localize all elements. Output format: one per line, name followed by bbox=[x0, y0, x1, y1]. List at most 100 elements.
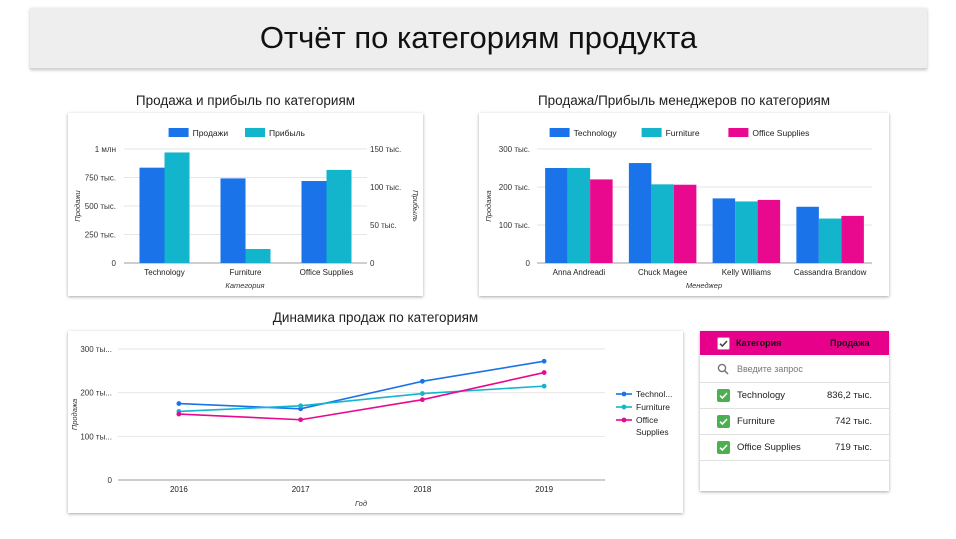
legend-swatch bbox=[549, 128, 570, 137]
select-all-checkbox[interactable] bbox=[717, 336, 730, 350]
data-point bbox=[419, 378, 425, 384]
check-icon bbox=[719, 392, 728, 400]
row-sales: 836,2 тыс. bbox=[827, 390, 872, 401]
data-point bbox=[541, 370, 547, 375]
legend-swatch bbox=[245, 128, 265, 137]
y2-axis-title: Прибыль bbox=[411, 190, 420, 222]
bar bbox=[326, 169, 352, 263]
table-header-category[interactable]: Категория bbox=[736, 338, 782, 348]
legend-label: Furniture bbox=[636, 402, 670, 412]
bar bbox=[818, 218, 842, 263]
bar bbox=[245, 248, 271, 263]
chart3-card: 0 100 ты... 200 ты... 300 ты... 2016 2017 2018… bbox=[68, 331, 683, 513]
data-point bbox=[176, 401, 182, 406]
y-tick-label: 0 bbox=[112, 259, 117, 268]
y-tick-label: 0 bbox=[108, 476, 113, 485]
x-tick-label: Kelly Williams bbox=[722, 268, 771, 277]
check-icon bbox=[719, 418, 728, 426]
legend-label: Продажи bbox=[193, 128, 229, 138]
row-checkbox[interactable] bbox=[717, 415, 730, 428]
y-tick-label: 300 тыс. bbox=[499, 145, 530, 154]
legend-label: Прибыль bbox=[269, 128, 306, 138]
x-axis-title: Менеджер bbox=[686, 281, 722, 290]
y-tick-label: 200 ты... bbox=[80, 389, 112, 398]
legend-label: Supplies bbox=[636, 427, 669, 437]
check-icon bbox=[719, 339, 728, 347]
legend-marker bbox=[621, 417, 627, 423]
x-tick-label: 2016 bbox=[170, 485, 188, 494]
bar bbox=[796, 206, 819, 263]
report-title: Отчёт по категориям продукта bbox=[259, 20, 698, 55]
search-icon bbox=[717, 363, 729, 375]
bar bbox=[651, 184, 674, 263]
chart2-svg: Technology Furniture Office Supplies 0 100 т… bbox=[484, 128, 872, 290]
row-sales: 719 тыс. bbox=[834, 442, 872, 453]
x-tick-label: 2017 bbox=[292, 485, 310, 494]
legend-label: Office bbox=[636, 415, 658, 425]
data-point bbox=[298, 403, 304, 409]
legend-swatch bbox=[168, 128, 189, 137]
series-line bbox=[178, 360, 545, 410]
bar bbox=[545, 168, 568, 263]
data-point bbox=[419, 397, 425, 403]
y-tick-label: 500 тыс. bbox=[85, 202, 116, 211]
x-tick-label: Furniture bbox=[229, 268, 262, 277]
y-tick-label: 100 тыс. bbox=[499, 221, 530, 230]
table-header-sales[interactable]: Продажа bbox=[830, 338, 870, 348]
table-header: Категория Продажа bbox=[700, 331, 889, 355]
row-category: Technology bbox=[737, 390, 786, 401]
data-point bbox=[298, 417, 304, 423]
y-tick-label: 1 млн bbox=[95, 145, 116, 154]
y-axis-title: Продажа bbox=[484, 190, 493, 221]
bar bbox=[220, 178, 246, 263]
legend-label: Office Supplies bbox=[752, 128, 809, 138]
y-tick-label: 300 ты... bbox=[80, 345, 112, 354]
bar bbox=[735, 201, 758, 263]
category-table: Категория Продажа Technology 836,2 тыс. … bbox=[700, 331, 889, 491]
row-category: Office Supplies bbox=[737, 442, 801, 453]
legend-label: Technol... bbox=[636, 389, 672, 399]
legend-marker bbox=[621, 404, 627, 410]
x-tick-label: Technology bbox=[144, 268, 184, 277]
bar bbox=[301, 181, 327, 263]
row-checkbox[interactable] bbox=[717, 389, 730, 402]
table-row[interactable]: Office Supplies 719 тыс. bbox=[700, 435, 889, 461]
y-tick-label: 200 тыс. bbox=[499, 183, 530, 192]
legend-marker bbox=[621, 391, 627, 397]
y-axis-title: Продажи bbox=[73, 189, 82, 221]
search-input[interactable] bbox=[737, 363, 877, 374]
chart3-title: Динамика продаж по категориям bbox=[272, 310, 479, 325]
y2-tick-label: 150 тыс. bbox=[370, 145, 401, 154]
bar bbox=[139, 167, 165, 263]
data-point bbox=[541, 383, 547, 389]
x-tick-label: Anna Andreadi bbox=[553, 268, 606, 277]
data-point bbox=[541, 358, 547, 364]
row-sales: 742 тыс. bbox=[834, 416, 872, 427]
x-tick-label: Chuck Magee bbox=[638, 268, 688, 277]
chart2-title: Продажа/Прибыль менеджеров по категориям bbox=[537, 93, 831, 108]
x-axis-title: Категория bbox=[225, 281, 264, 290]
row-checkbox[interactable] bbox=[717, 441, 730, 454]
legend-label: Technology bbox=[574, 128, 618, 138]
x-tick-label: 2018 bbox=[413, 485, 431, 494]
y2-tick-label: 100 тыс. bbox=[370, 183, 401, 192]
chart3-svg: 0 100 ты... 200 ты... 300 ты... 2016 2017 2018… bbox=[70, 345, 672, 508]
bar bbox=[712, 198, 736, 263]
chart1-svg: Продажи Прибыль 0 250 тыс. 500 тыс. 750 тыс. 1… bbox=[73, 128, 420, 290]
x-axis-title: Год bbox=[355, 499, 367, 508]
check-icon bbox=[719, 444, 728, 452]
report-header: Отчёт по категориям продукта bbox=[30, 8, 927, 69]
legend-swatch bbox=[728, 128, 749, 137]
table-row[interactable]: Technology 836,2 тыс. bbox=[700, 383, 889, 409]
series-line bbox=[178, 385, 545, 413]
table-search bbox=[700, 355, 889, 383]
x-tick-label: Office Supplies bbox=[300, 268, 354, 277]
data-point bbox=[176, 411, 182, 417]
bar bbox=[841, 215, 864, 263]
y-axis-title: Продажа bbox=[70, 399, 79, 430]
table-row[interactable]: Furniture 742 тыс. bbox=[700, 409, 889, 435]
bar bbox=[164, 152, 190, 263]
y-tick-label: 100 ты... bbox=[80, 432, 112, 441]
chart1-title: Продажа и прибыль по категориям bbox=[135, 93, 356, 108]
